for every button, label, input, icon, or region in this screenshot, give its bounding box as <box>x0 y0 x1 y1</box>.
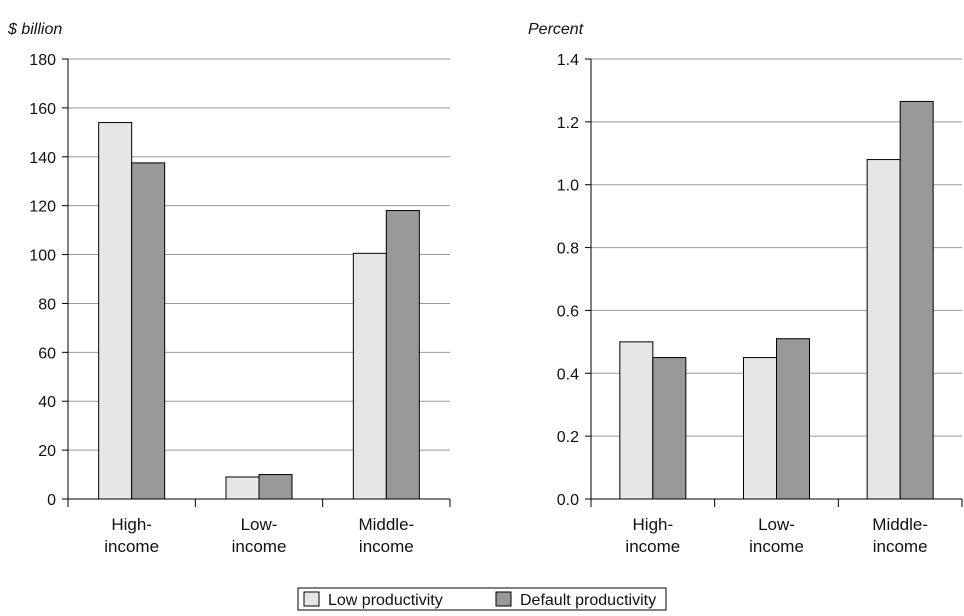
x-category-label-line: income <box>625 537 680 556</box>
y-tick-label: 0.8 <box>557 241 579 258</box>
y-tick-label: 0.2 <box>557 429 579 446</box>
x-category-label: Middle-income <box>358 515 414 556</box>
bar-low-productivity <box>98 122 133 500</box>
x-category-label-line: Middle- <box>872 515 928 534</box>
x-category-label-line: Middle- <box>358 515 414 534</box>
y-tick-label: 0 <box>47 492 56 509</box>
y-tick-label: 1.2 <box>557 115 579 132</box>
y-tick-label: 1.4 <box>557 52 579 69</box>
bar-default-productivity <box>385 210 420 500</box>
y-tick-label: 100 <box>29 248 56 265</box>
x-category-label-line: income <box>359 537 414 556</box>
bar-low-productivity <box>225 476 260 500</box>
y-axis-unit-label: Percent <box>528 21 584 38</box>
y-tick-label: 1.0 <box>557 178 579 195</box>
x-category-label-line: income <box>749 537 804 556</box>
y-tick-label: 80 <box>38 296 56 313</box>
y-tick-label: 120 <box>29 199 56 216</box>
legend-swatch-low-productivity <box>303 591 320 607</box>
chart-panel-percent: Percent 0.0 0.2 0.4 0.6 0.8 1.0 1.2 1.4 High-inco… <box>528 21 963 556</box>
bar-default-productivity <box>652 357 687 500</box>
x-category-label-line: High- <box>633 515 674 534</box>
chart-panel-usd-billion: $ billion 0 20 40 60 80 100 120 140 160 180 High-in… <box>7 21 451 556</box>
x-category-label: Low-income <box>749 515 804 556</box>
x-category-label-line: Low- <box>758 515 795 534</box>
bar-low-productivity <box>743 357 777 500</box>
bar-low-productivity <box>352 252 387 500</box>
y-tick-label: 0.0 <box>557 492 579 509</box>
legend-frame <box>297 587 667 611</box>
x-category-label: Middle-income <box>872 515 928 556</box>
y-tick-label: 0.4 <box>557 366 579 383</box>
bar-default-productivity <box>131 162 166 500</box>
legend-swatch-default-productivity <box>495 591 512 607</box>
x-category-label: Low-income <box>232 515 287 556</box>
y-tick-label: 20 <box>38 443 56 460</box>
legend-label-default-productivity: Default productivity <box>520 592 656 609</box>
y-tick-label: 40 <box>38 394 56 411</box>
y-axis-unit-label: $ billion <box>7 21 62 38</box>
legend-label-low-productivity: Low productivity <box>328 592 443 609</box>
bar-default-productivity <box>776 338 810 500</box>
x-category-label: High-income <box>104 515 159 556</box>
bar-default-productivity <box>258 474 293 500</box>
legend: Low productivity Default productivity <box>297 587 667 611</box>
bar-default-productivity <box>899 100 934 500</box>
x-category-label-line: income <box>232 537 287 556</box>
bar-low-productivity <box>866 159 901 500</box>
x-category-label: High-income <box>625 515 680 556</box>
x-category-label-line: income <box>104 537 159 556</box>
y-tick-label: 60 <box>38 345 56 362</box>
x-category-label-line: income <box>873 537 928 556</box>
x-category-label-line: High- <box>111 515 152 534</box>
y-tick-label: 160 <box>29 101 56 118</box>
y-tick-label: 180 <box>29 52 56 69</box>
y-tick-label: 140 <box>29 150 56 167</box>
bar-low-productivity <box>619 341 654 500</box>
y-tick-label: 0.6 <box>557 303 579 320</box>
x-category-label-line: Low- <box>241 515 278 534</box>
